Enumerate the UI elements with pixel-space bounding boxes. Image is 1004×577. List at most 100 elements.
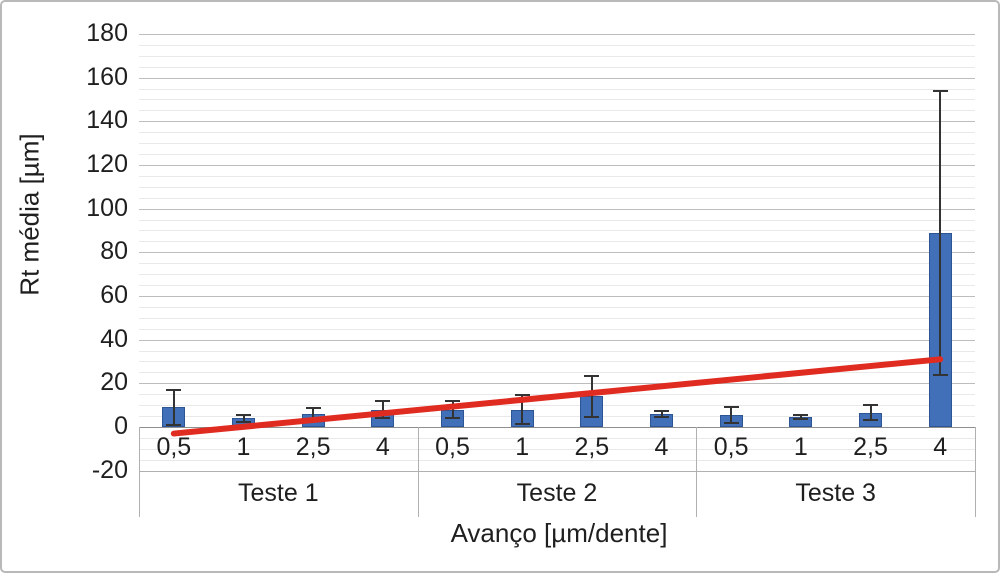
gridline-major (139, 121, 975, 123)
gridline-minor (139, 394, 975, 396)
y-tick-label: -20 (91, 455, 128, 484)
error-bar-cap-bottom (375, 417, 391, 420)
gridline-minor (139, 230, 975, 232)
error-bar-line (869, 405, 872, 421)
gridline-minor (139, 372, 975, 374)
error-bar-line (381, 400, 384, 419)
gridline-minor (139, 285, 975, 287)
error-bar-cap-top (932, 89, 948, 92)
gridline-minor (139, 66, 975, 68)
x-tick-label: 1 (515, 433, 530, 461)
gridline-minor (139, 459, 975, 461)
error-bar-cap-top (654, 409, 669, 412)
error-bar-cap-bottom (445, 417, 460, 420)
error-bar-cap-top (236, 413, 251, 416)
x-tick-label: 2,5 (295, 433, 331, 461)
gridline-major (139, 77, 975, 79)
gridline-minor (139, 197, 975, 199)
group-divider (975, 427, 976, 517)
x-tick-label: 2,5 (853, 433, 888, 461)
error-bar-line (451, 400, 454, 419)
error-bar-line (939, 90, 942, 375)
x-tick-label: 4 (375, 433, 390, 461)
y-tick-label: 160 (86, 62, 128, 91)
group-label: Teste 3 (795, 479, 876, 507)
group-divider (696, 427, 698, 517)
gridline-minor (139, 219, 975, 221)
x-axis-title: Avanço [µm/dente] (450, 518, 668, 548)
gridline-major (139, 383, 975, 385)
x-tick-label: 0,5 (435, 433, 470, 461)
x-tick-label: 1 (236, 433, 251, 461)
gridline-minor (139, 241, 975, 243)
gridline-minor (139, 143, 975, 145)
error-bar-cap-bottom (514, 422, 530, 425)
error-bar-cap-top (166, 388, 182, 391)
gridline-major (139, 339, 975, 341)
y-tick-label: 60 (100, 280, 128, 309)
error-bar-cap-bottom (793, 418, 809, 421)
gridline-minor (139, 55, 975, 57)
error-bar-cap-bottom (236, 420, 251, 423)
gridline-minor (139, 274, 975, 276)
group-divider (139, 427, 140, 517)
x-tick-label: 2,5 (574, 433, 610, 461)
gridline-minor (139, 361, 975, 363)
y-tick-label: 0 (114, 412, 128, 440)
error-bar-line (521, 395, 524, 424)
error-bar-line (590, 375, 593, 418)
group-divider (417, 427, 419, 517)
gridline-major (139, 252, 975, 254)
error-bar-cap-bottom (654, 416, 669, 419)
gridline-minor (139, 154, 975, 156)
y-tick-label: 20 (100, 368, 128, 397)
x-tick-label: 4 (654, 433, 669, 461)
error-bar-cap-top (305, 407, 321, 410)
error-bar-cap-bottom (584, 416, 600, 419)
error-bar-cap-top (793, 413, 809, 416)
group-label: Teste 1 (238, 479, 319, 507)
x-tick-label: 1 (793, 433, 808, 461)
gridline-minor (139, 175, 975, 177)
x-axis-line (139, 426, 975, 428)
error-bar-cap-bottom (305, 418, 321, 421)
x-tick-label: 0,5 (713, 433, 749, 461)
group-label: Teste 2 (516, 479, 598, 507)
gridline-minor (139, 328, 975, 330)
error-bar-line (730, 407, 733, 423)
error-bar-cap-top (584, 374, 600, 377)
gridline-minor (139, 44, 975, 46)
error-bar-cap-top (445, 399, 460, 402)
gridline-minor (139, 437, 975, 439)
error-bar-line (172, 389, 175, 425)
error-bar-cap-top (723, 406, 739, 409)
x-tick-label: 4 (933, 433, 948, 461)
gridline-minor (139, 186, 975, 188)
y-tick-label: 40 (100, 324, 128, 353)
y-tick-label: 140 (86, 106, 128, 135)
error-bar-cap-top (375, 399, 391, 402)
y-tick-label: 120 (86, 149, 128, 178)
error-bar-cap-bottom (723, 421, 739, 424)
gridline-minor (139, 263, 975, 265)
error-bar-cap-bottom (166, 423, 182, 426)
y-tick-label: 80 (100, 237, 128, 266)
error-bar-cap-bottom (932, 373, 948, 376)
error-bar-cap-bottom (863, 419, 878, 422)
gridline-minor (139, 88, 975, 90)
tick-row-border (139, 470, 975, 472)
gridline-minor (139, 99, 975, 101)
gridline-major (139, 295, 975, 297)
gridline-major (139, 164, 975, 166)
error-bar-cap-top (863, 404, 878, 407)
gridline-major (139, 33, 975, 35)
gridline-minor (139, 350, 975, 352)
gridline-minor (139, 306, 975, 308)
y-tick-label: 180 (86, 18, 128, 47)
gridline-minor (139, 110, 975, 112)
gridline-minor (139, 405, 975, 407)
gridline-minor (139, 132, 975, 134)
gridline-minor (139, 317, 975, 319)
gridline-major (139, 208, 975, 210)
